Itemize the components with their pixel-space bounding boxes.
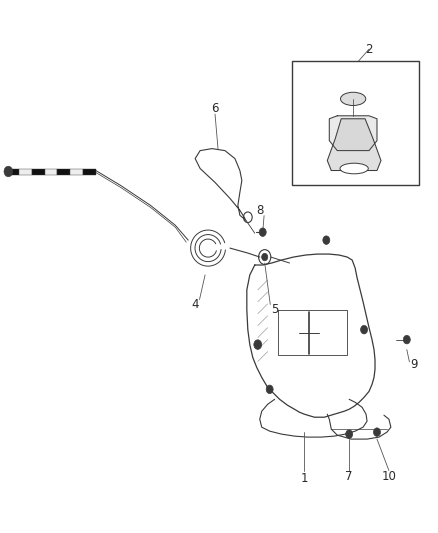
Ellipse shape [340,163,368,174]
Text: 8: 8 [256,204,263,217]
Circle shape [403,335,410,344]
Bar [7,168,19,175]
Text: 6: 6 [211,102,219,115]
Polygon shape [327,119,381,171]
Text: 10: 10 [381,471,396,483]
Ellipse shape [340,92,366,106]
Polygon shape [329,116,377,151]
Text: 9: 9 [410,358,417,371]
Circle shape [261,253,268,261]
Bar [19,168,32,175]
Circle shape [374,428,381,437]
Bar [70,168,83,175]
Text: 1: 1 [301,472,308,486]
Text: 4: 4 [191,298,199,311]
Bar [32,168,45,175]
Circle shape [323,236,330,244]
Circle shape [254,340,261,349]
Circle shape [259,228,266,237]
Circle shape [346,430,353,438]
Text: 3: 3 [392,91,399,101]
Text: 7: 7 [346,471,353,483]
Bar [57,168,70,175]
Bar [83,168,96,175]
Text: 5: 5 [271,303,278,316]
Bar [45,168,57,175]
Circle shape [360,326,367,334]
Circle shape [4,166,13,177]
Circle shape [266,385,273,393]
Text: 2: 2 [365,43,373,55]
Bar [292,61,419,185]
